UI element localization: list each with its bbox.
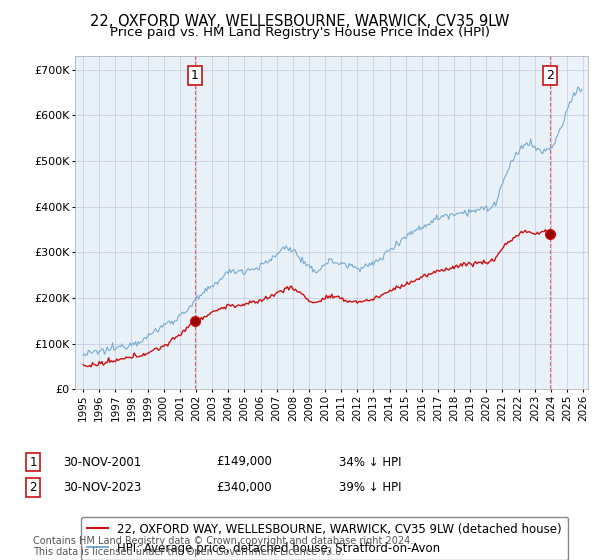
Text: 1: 1 xyxy=(29,455,37,469)
Text: Price paid vs. HM Land Registry's House Price Index (HPI): Price paid vs. HM Land Registry's House … xyxy=(110,26,490,39)
Text: 30-NOV-2023: 30-NOV-2023 xyxy=(63,480,141,494)
Text: 34% ↓ HPI: 34% ↓ HPI xyxy=(339,455,401,469)
Text: Contains HM Land Registry data © Crown copyright and database right 2024.
This d: Contains HM Land Registry data © Crown c… xyxy=(33,535,413,557)
Text: 30-NOV-2001: 30-NOV-2001 xyxy=(63,455,141,469)
Text: £149,000: £149,000 xyxy=(216,455,272,469)
Text: £340,000: £340,000 xyxy=(216,480,272,494)
Legend: 22, OXFORD WAY, WELLESBOURNE, WARWICK, CV35 9LW (detached house), HPI: Average p: 22, OXFORD WAY, WELLESBOURNE, WARWICK, C… xyxy=(81,517,568,560)
Text: 22, OXFORD WAY, WELLESBOURNE, WARWICK, CV35 9LW: 22, OXFORD WAY, WELLESBOURNE, WARWICK, C… xyxy=(91,14,509,29)
Text: 1: 1 xyxy=(191,69,199,82)
Text: 2: 2 xyxy=(545,69,554,82)
Bar xyxy=(550,56,591,389)
Text: 2: 2 xyxy=(29,480,37,494)
Text: 39% ↓ HPI: 39% ↓ HPI xyxy=(339,480,401,494)
